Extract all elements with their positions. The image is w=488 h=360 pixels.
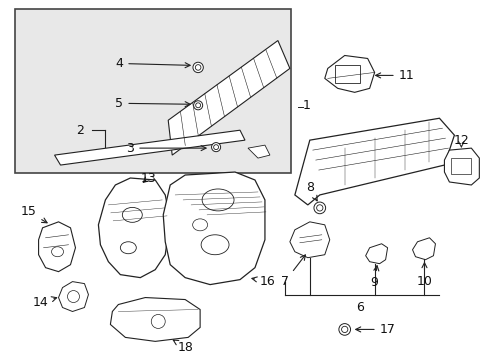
Polygon shape xyxy=(55,130,244,165)
Text: 13: 13 xyxy=(140,171,156,185)
Ellipse shape xyxy=(120,242,136,254)
Ellipse shape xyxy=(192,219,207,231)
Polygon shape xyxy=(110,298,200,341)
Text: 12: 12 xyxy=(452,134,468,147)
Circle shape xyxy=(313,202,325,214)
Circle shape xyxy=(151,315,165,328)
Bar xyxy=(334,66,359,84)
Ellipse shape xyxy=(202,189,234,211)
Polygon shape xyxy=(98,178,170,278)
Polygon shape xyxy=(444,148,478,185)
Text: 17: 17 xyxy=(355,323,395,336)
Text: 14: 14 xyxy=(33,296,57,309)
Text: 8: 8 xyxy=(305,181,317,201)
Text: 15: 15 xyxy=(20,205,47,223)
Text: 5: 5 xyxy=(115,97,190,110)
Circle shape xyxy=(193,62,203,73)
Circle shape xyxy=(211,143,220,152)
Polygon shape xyxy=(294,118,453,205)
Polygon shape xyxy=(168,41,289,155)
Circle shape xyxy=(213,145,218,149)
Circle shape xyxy=(195,103,200,108)
Polygon shape xyxy=(247,145,269,158)
Circle shape xyxy=(338,324,350,335)
Text: 18: 18 xyxy=(173,340,193,354)
Text: 2: 2 xyxy=(77,124,84,137)
Bar xyxy=(450,158,470,174)
Polygon shape xyxy=(59,282,88,311)
Text: 9: 9 xyxy=(370,266,378,289)
Text: 11: 11 xyxy=(375,69,413,82)
Polygon shape xyxy=(365,244,387,264)
Circle shape xyxy=(316,205,322,211)
Text: 3: 3 xyxy=(126,141,205,155)
Circle shape xyxy=(193,101,202,110)
Text: 6: 6 xyxy=(355,301,363,314)
Circle shape xyxy=(341,326,347,333)
Bar xyxy=(15,9,290,173)
Circle shape xyxy=(67,291,80,302)
Text: 1: 1 xyxy=(302,99,310,112)
Text: 4: 4 xyxy=(115,57,190,70)
Circle shape xyxy=(195,65,201,70)
Ellipse shape xyxy=(51,247,63,257)
Polygon shape xyxy=(289,222,329,258)
Polygon shape xyxy=(324,55,374,92)
Ellipse shape xyxy=(122,207,142,222)
Ellipse shape xyxy=(201,235,228,255)
Text: 16: 16 xyxy=(251,275,275,288)
Text: 10: 10 xyxy=(416,263,431,288)
Polygon shape xyxy=(163,172,264,285)
Text: 7: 7 xyxy=(280,255,305,288)
Polygon shape xyxy=(412,238,435,260)
Polygon shape xyxy=(39,222,75,272)
